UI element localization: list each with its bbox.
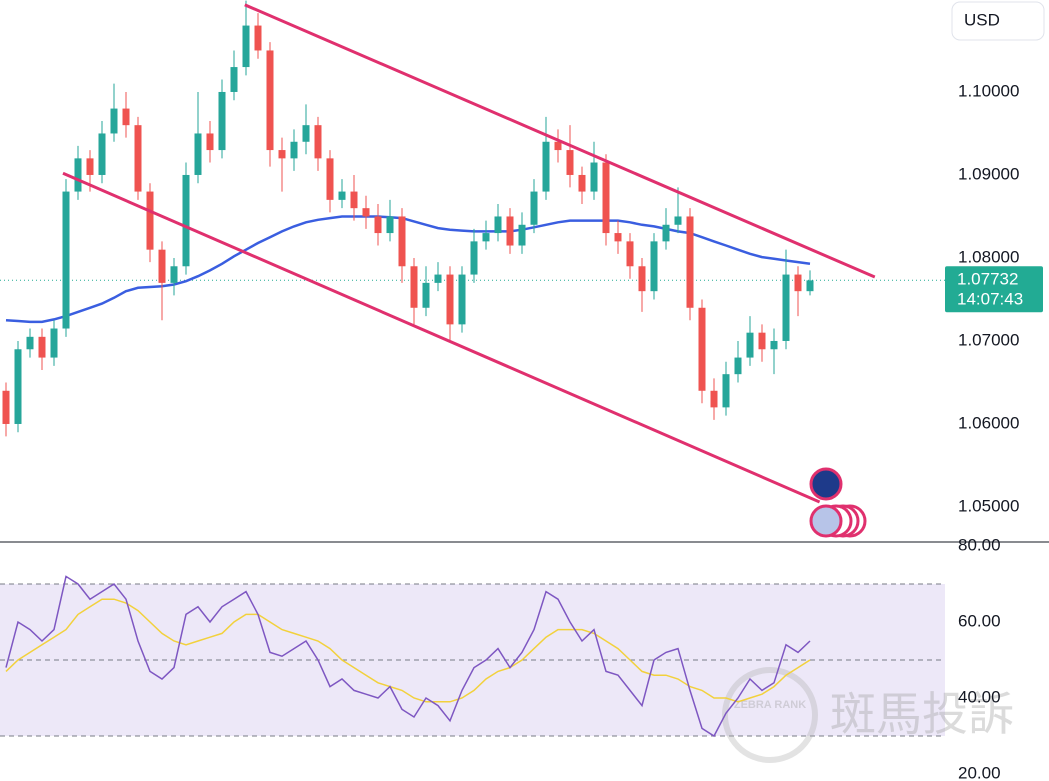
y-tick-label: 1.08000 xyxy=(958,247,1019,266)
candle-body xyxy=(326,158,334,200)
candle-body xyxy=(722,374,730,408)
rsi-y-tick-label: 20.00 xyxy=(958,763,1001,781)
candle-body xyxy=(206,133,214,151)
candle-body xyxy=(290,141,298,159)
candle-body xyxy=(554,141,562,151)
candle-body xyxy=(194,133,202,175)
candle-body xyxy=(638,266,646,292)
candle-body xyxy=(470,241,478,275)
candle-body xyxy=(482,233,490,242)
candle-body xyxy=(62,191,70,329)
candle-body xyxy=(794,274,802,292)
rsi-y-tick-label: 80.00 xyxy=(958,535,1001,554)
rsi-y-tick-label: 60.00 xyxy=(958,611,1001,630)
y-tick-label: 1.10000 xyxy=(958,81,1019,100)
candle-body xyxy=(434,274,442,283)
last-price-label: 1.07732 xyxy=(957,270,1018,289)
candle-body xyxy=(446,274,454,325)
candle-body xyxy=(182,174,190,267)
candle-body xyxy=(518,224,526,246)
candle-body xyxy=(542,141,550,192)
candle-body xyxy=(758,332,766,350)
last-price-box xyxy=(945,266,1043,313)
candle-body xyxy=(2,390,10,424)
candle-body xyxy=(98,133,106,175)
trend-line xyxy=(62,171,821,504)
candle-body xyxy=(650,241,658,292)
candle-body xyxy=(314,125,322,159)
candle-body xyxy=(710,390,718,408)
candle-body xyxy=(350,191,358,209)
candle-body xyxy=(134,125,142,192)
y-tick-label: 1.07000 xyxy=(958,330,1019,349)
candle-body xyxy=(782,274,790,341)
candle-body xyxy=(158,249,166,283)
candle-body xyxy=(278,150,286,159)
candle-body xyxy=(506,216,514,246)
currency-badge[interactable] xyxy=(951,1,1045,41)
candle-body xyxy=(110,108,118,134)
candle-body xyxy=(146,191,154,250)
candle-body xyxy=(50,328,58,358)
rsi-y-tick-label: 40.00 xyxy=(958,687,1001,706)
candle-body xyxy=(26,336,34,350)
candle-body xyxy=(374,216,382,234)
candle-body xyxy=(566,150,574,175)
candle-body xyxy=(230,67,238,92)
event-icon-eu xyxy=(809,467,843,501)
candle-body xyxy=(86,158,94,175)
y-tick-label: 1.05000 xyxy=(958,496,1019,515)
event-icon-us xyxy=(809,504,843,538)
currency-label: USD xyxy=(964,10,1000,29)
candle-body xyxy=(266,50,274,151)
candle-body xyxy=(686,216,694,308)
candle-body xyxy=(806,280,814,292)
candle-body xyxy=(218,91,226,151)
candle-body xyxy=(770,340,778,350)
candle-body xyxy=(734,357,742,375)
candle-body xyxy=(530,191,538,225)
candle-body xyxy=(170,266,178,283)
candle-body xyxy=(590,162,598,192)
y-tick-label: 1.09000 xyxy=(958,164,1019,183)
candle-body xyxy=(626,241,634,267)
candle-body xyxy=(14,349,22,424)
candle-body xyxy=(122,108,130,126)
countdown-label: 14:07:43 xyxy=(957,290,1023,309)
candle-body xyxy=(662,224,670,242)
candle-body xyxy=(614,233,622,242)
candle-body xyxy=(746,332,754,358)
watermark-logo-text: ZEBRA RANK xyxy=(734,699,806,711)
candle-body xyxy=(398,216,406,267)
candle-body xyxy=(410,266,418,308)
candle-body xyxy=(302,125,310,142)
candle-body xyxy=(242,25,250,68)
rsi-line xyxy=(5,575,811,738)
candle-body xyxy=(254,25,262,51)
candle-body xyxy=(338,191,346,200)
candle-body xyxy=(362,208,370,217)
y-tick-label: 1.06000 xyxy=(958,413,1019,432)
rsi-ma-line xyxy=(5,598,811,703)
candle-body xyxy=(386,216,394,234)
candle-body xyxy=(422,282,430,308)
candle-body xyxy=(674,216,682,225)
moving-average xyxy=(5,215,811,324)
candle-body xyxy=(602,162,610,234)
candle-body xyxy=(458,274,466,325)
watermark-text: 斑馬投訴 xyxy=(830,688,1014,740)
candle-body xyxy=(494,216,502,234)
trend-line xyxy=(244,3,876,279)
candle-body xyxy=(578,174,586,192)
candle-body xyxy=(74,158,82,192)
candle-body xyxy=(698,307,706,391)
candle-body xyxy=(38,336,46,358)
